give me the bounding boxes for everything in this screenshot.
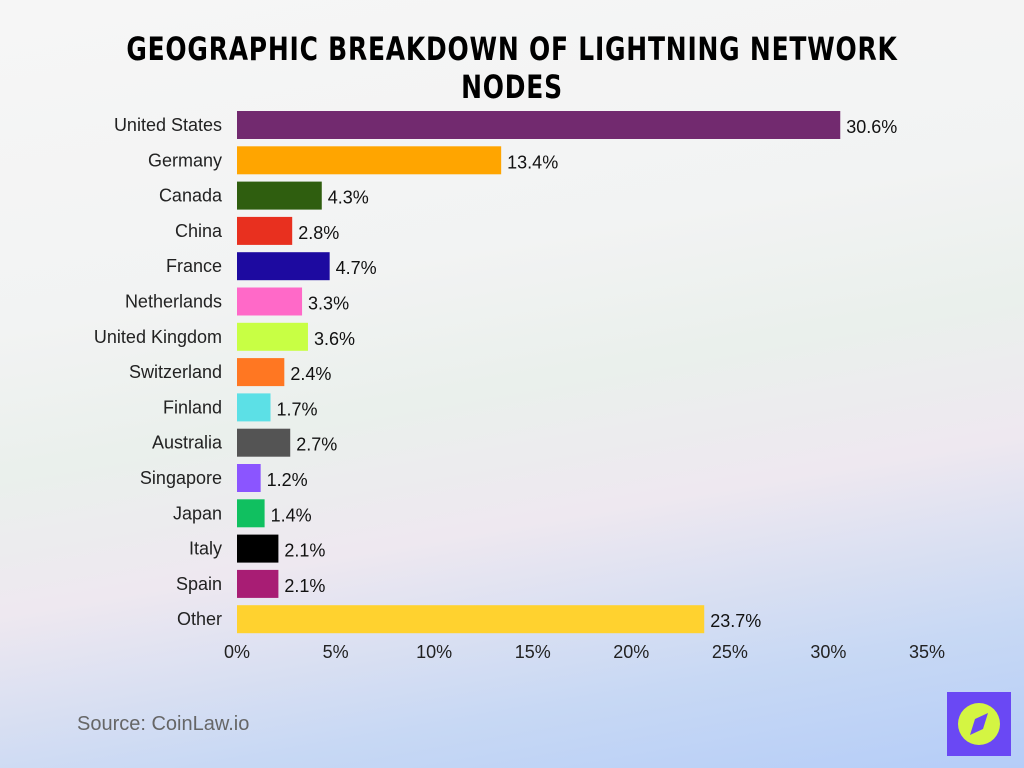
category-label: France xyxy=(166,256,222,276)
category-label: Finland xyxy=(163,397,222,417)
category-label: United States xyxy=(114,115,222,135)
bar xyxy=(237,111,841,139)
data-label: 3.6% xyxy=(314,329,355,349)
x-tick-label: 0% xyxy=(224,642,250,662)
x-tick-label: 35% xyxy=(909,642,945,662)
category-label: Netherlands xyxy=(125,292,222,312)
x-tick-label: 10% xyxy=(416,642,452,662)
bar xyxy=(237,428,291,457)
bar xyxy=(237,499,265,528)
bar xyxy=(237,569,279,598)
category-label: Japan xyxy=(173,503,222,523)
x-tick-label: 25% xyxy=(712,642,748,662)
category-label: Switzerland xyxy=(129,362,222,382)
compass-icon xyxy=(958,703,1000,745)
category-label: Spain xyxy=(176,574,222,594)
data-label: 4.7% xyxy=(336,258,377,278)
bar-chart: United States 30.6% Germany 13.4% Canada 4.3%… xyxy=(94,111,945,662)
source-text: Source: CoinLaw.io xyxy=(77,713,250,735)
category-label: China xyxy=(175,221,223,241)
x-tick-label: 30% xyxy=(810,642,846,662)
x-tick-label: 20% xyxy=(613,642,649,662)
bar xyxy=(237,534,279,563)
data-label: 4.3% xyxy=(328,188,369,208)
category-label: Italy xyxy=(189,539,222,559)
data-label: 13.4% xyxy=(507,152,558,172)
data-label: 2.7% xyxy=(296,435,337,455)
category-label: Other xyxy=(177,609,222,629)
bar xyxy=(237,322,308,351)
bar xyxy=(237,464,261,492)
bar xyxy=(237,181,322,210)
bar xyxy=(237,358,285,387)
data-label: 1.7% xyxy=(277,399,318,419)
data-label: 2.1% xyxy=(284,576,325,596)
data-label: 23.7% xyxy=(710,611,761,631)
bar xyxy=(237,605,705,634)
category-label: Australia xyxy=(152,433,223,453)
bar xyxy=(237,216,293,245)
data-label: 1.4% xyxy=(271,505,312,525)
bar xyxy=(237,252,330,281)
data-label: 3.3% xyxy=(308,294,349,314)
data-label: 1.2% xyxy=(267,470,308,490)
category-label: Canada xyxy=(159,186,223,206)
data-label: 2.1% xyxy=(284,541,325,561)
data-label: 2.8% xyxy=(298,223,339,243)
bar xyxy=(237,146,502,175)
logo xyxy=(947,692,1011,756)
bar xyxy=(237,287,303,316)
x-tick-label: 15% xyxy=(515,642,551,662)
category-label: Germany xyxy=(148,150,222,170)
data-label: 30.6% xyxy=(846,117,897,137)
chart-title: Geographic Breakdown of Lightning Networ… xyxy=(126,30,898,106)
data-label: 2.4% xyxy=(290,364,331,384)
bar xyxy=(237,393,271,422)
category-label: Singapore xyxy=(140,468,222,488)
category-label: United Kingdom xyxy=(94,327,222,347)
x-tick-label: 5% xyxy=(323,642,349,662)
